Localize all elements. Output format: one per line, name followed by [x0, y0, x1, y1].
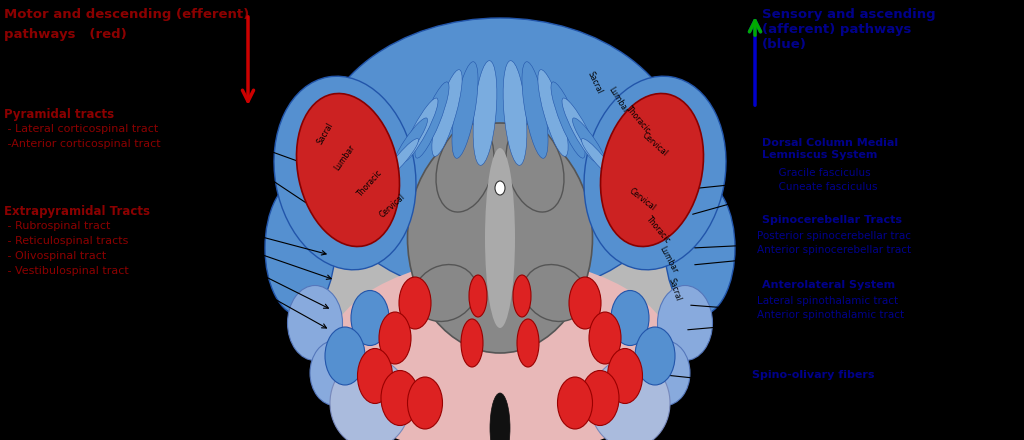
Text: Pyramidal tracts: Pyramidal tracts	[4, 108, 114, 121]
Ellipse shape	[402, 98, 438, 162]
Ellipse shape	[381, 370, 419, 425]
Ellipse shape	[557, 377, 593, 429]
Ellipse shape	[351, 290, 389, 345]
Text: Anterior spinocerebellar tract: Anterior spinocerebellar tract	[757, 245, 911, 255]
Ellipse shape	[385, 139, 419, 177]
Ellipse shape	[288, 286, 342, 360]
Ellipse shape	[408, 377, 442, 429]
Text: Spinocerebellar Tracts: Spinocerebellar Tracts	[762, 215, 902, 225]
Text: pathways   (red): pathways (red)	[4, 28, 127, 41]
Text: Cervical: Cervical	[627, 187, 657, 213]
Ellipse shape	[274, 76, 416, 270]
Ellipse shape	[562, 98, 598, 162]
Ellipse shape	[399, 277, 431, 329]
Ellipse shape	[415, 82, 450, 158]
Ellipse shape	[584, 76, 726, 270]
Text: Lumbar: Lumbar	[333, 143, 357, 172]
Text: - Vestibulospinal tract: - Vestibulospinal tract	[4, 266, 129, 276]
Text: - Rubrospinal tract: - Rubrospinal tract	[4, 221, 111, 231]
Ellipse shape	[490, 393, 510, 440]
Ellipse shape	[485, 148, 515, 328]
Text: - Reticulospinal tracts: - Reticulospinal tracts	[4, 236, 128, 246]
Ellipse shape	[469, 275, 487, 317]
Ellipse shape	[657, 286, 713, 360]
Ellipse shape	[523, 264, 587, 322]
Text: Posterior spinocerebellar trac: Posterior spinocerebellar trac	[757, 231, 911, 241]
Ellipse shape	[572, 118, 607, 168]
Text: Sensory and ascending
(afferent) pathways
(blue): Sensory and ascending (afferent) pathway…	[762, 8, 936, 51]
Text: Cervical: Cervical	[640, 131, 670, 159]
Ellipse shape	[513, 275, 531, 317]
Text: Cuneate fasciculus: Cuneate fasciculus	[772, 182, 878, 192]
Text: Sacral: Sacral	[667, 277, 683, 303]
Ellipse shape	[436, 124, 494, 212]
Text: Thoracic: Thoracic	[624, 105, 652, 136]
Text: Lumbar: Lumbar	[606, 85, 630, 115]
Ellipse shape	[379, 312, 411, 364]
Text: Thoracic: Thoracic	[644, 215, 672, 246]
Text: Anterior spinothalamic tract: Anterior spinothalamic tract	[757, 310, 904, 320]
Ellipse shape	[635, 327, 675, 385]
Ellipse shape	[414, 264, 476, 322]
Ellipse shape	[432, 70, 462, 156]
Ellipse shape	[611, 290, 649, 345]
Ellipse shape	[538, 70, 568, 156]
Ellipse shape	[607, 348, 642, 403]
Ellipse shape	[551, 82, 585, 158]
Ellipse shape	[297, 93, 399, 246]
Ellipse shape	[581, 370, 618, 425]
Ellipse shape	[408, 123, 593, 353]
Text: - Olivospinal tract: - Olivospinal tract	[4, 251, 106, 261]
Ellipse shape	[325, 258, 675, 440]
Text: Motor and descending (efferent): Motor and descending (efferent)	[4, 8, 249, 21]
Text: Extrapyramidal Tracts: Extrapyramidal Tracts	[4, 205, 150, 218]
Ellipse shape	[285, 33, 715, 423]
Ellipse shape	[640, 341, 690, 406]
Ellipse shape	[265, 180, 335, 315]
Text: Cervical: Cervical	[378, 192, 407, 220]
Text: Anterolateral System: Anterolateral System	[762, 280, 895, 290]
Ellipse shape	[522, 62, 548, 158]
Ellipse shape	[665, 180, 735, 315]
Ellipse shape	[600, 93, 703, 246]
Ellipse shape	[325, 327, 365, 385]
Ellipse shape	[392, 118, 427, 168]
Ellipse shape	[503, 61, 527, 165]
Text: - Lateral corticospinal tract: - Lateral corticospinal tract	[4, 124, 159, 134]
Ellipse shape	[473, 61, 497, 165]
Ellipse shape	[357, 348, 392, 403]
Text: Lumbar: Lumbar	[657, 245, 679, 275]
Ellipse shape	[590, 358, 670, 440]
Ellipse shape	[461, 319, 483, 367]
Ellipse shape	[506, 124, 564, 212]
Ellipse shape	[310, 341, 360, 406]
Ellipse shape	[569, 277, 601, 329]
Text: Sacral: Sacral	[586, 70, 604, 96]
Ellipse shape	[517, 319, 539, 367]
Ellipse shape	[315, 18, 685, 298]
Ellipse shape	[330, 358, 410, 440]
Ellipse shape	[452, 62, 478, 158]
Text: Spino-olivary fibers: Spino-olivary fibers	[752, 370, 874, 380]
Text: Lateral spinothalamic tract: Lateral spinothalamic tract	[757, 296, 898, 306]
Text: Dorsal Column Medial
Lemniscus System: Dorsal Column Medial Lemniscus System	[762, 138, 898, 160]
Text: Gracile fasciculus: Gracile fasciculus	[772, 168, 870, 178]
Text: Thoracic: Thoracic	[355, 168, 384, 198]
Ellipse shape	[589, 312, 621, 364]
Text: -Anterior corticospinal tract: -Anterior corticospinal tract	[4, 139, 161, 149]
Ellipse shape	[495, 181, 505, 195]
Ellipse shape	[582, 139, 614, 177]
Text: Sacral: Sacral	[315, 121, 335, 146]
